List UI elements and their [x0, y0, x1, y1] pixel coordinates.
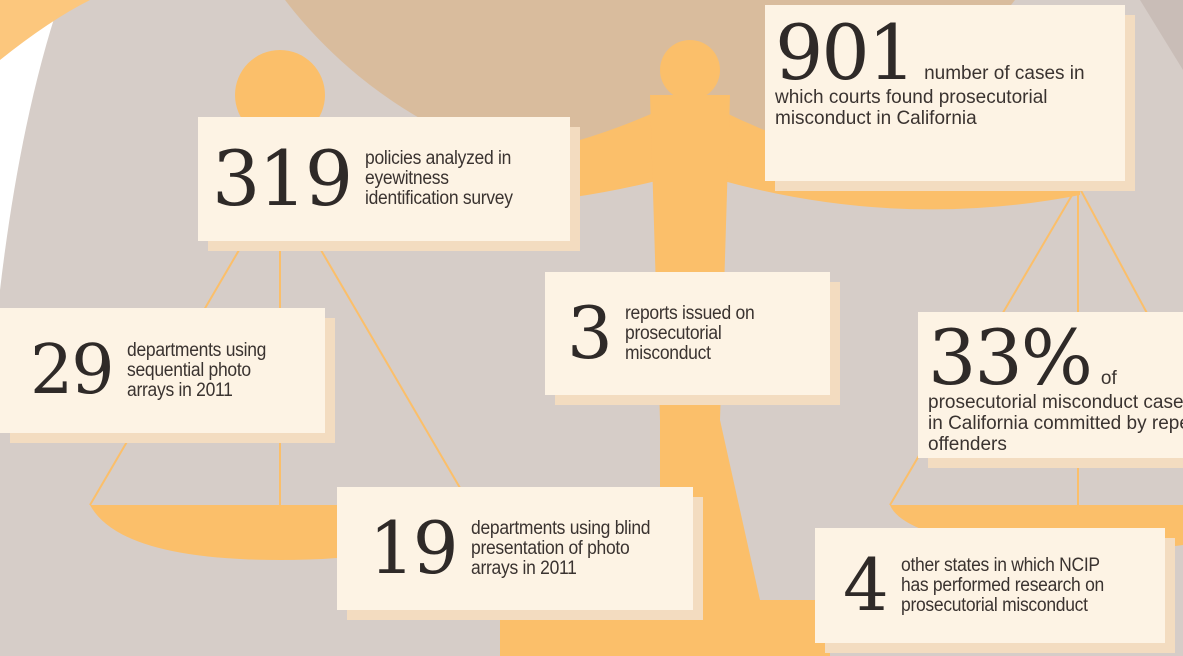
stat-number: 3	[567, 291, 613, 376]
stat-number: 319	[212, 133, 353, 223]
corner-right	[1140, 0, 1183, 70]
stat-box: 319 policies analyzed in eyewitness iden…	[198, 117, 570, 241]
stat-number: 901	[775, 8, 916, 97]
stat-box: 4 other states in which NCIP has perform…	[815, 528, 1165, 643]
stat-text: policies analyzed in eyewitness identifi…	[365, 148, 513, 209]
corner-shape	[0, 0, 90, 60]
stat-number: 33%	[928, 313, 1093, 402]
stat-text: other states in which NCIP has performed…	[900, 554, 1104, 616]
stat-text: departments using blind presentation of …	[470, 517, 651, 579]
stat-number: 19	[369, 506, 459, 591]
stat-box: 3 reports issued on prosecutorial miscon…	[545, 272, 830, 395]
stat-box: 33% of prosecutorial misconduct cases in …	[918, 312, 1183, 458]
stat-number: 29	[30, 330, 115, 410]
stat-box: 19 departments using blind presentation …	[337, 487, 693, 610]
stat-text: departments using sequential photo array…	[126, 339, 266, 401]
stat-text: number of cases in which courts found pr…	[775, 63, 1085, 130]
stat-text: reports issued on prosecutorial miscondu…	[624, 302, 755, 364]
stat-box: 901 number of cases in which courts found…	[765, 5, 1125, 181]
stat-box: 29 departments using sequential photo ar…	[0, 308, 325, 433]
stat-text: of prosecutorial misconduct cases in Cal…	[928, 368, 1183, 456]
stat-number: 4	[843, 543, 889, 628]
